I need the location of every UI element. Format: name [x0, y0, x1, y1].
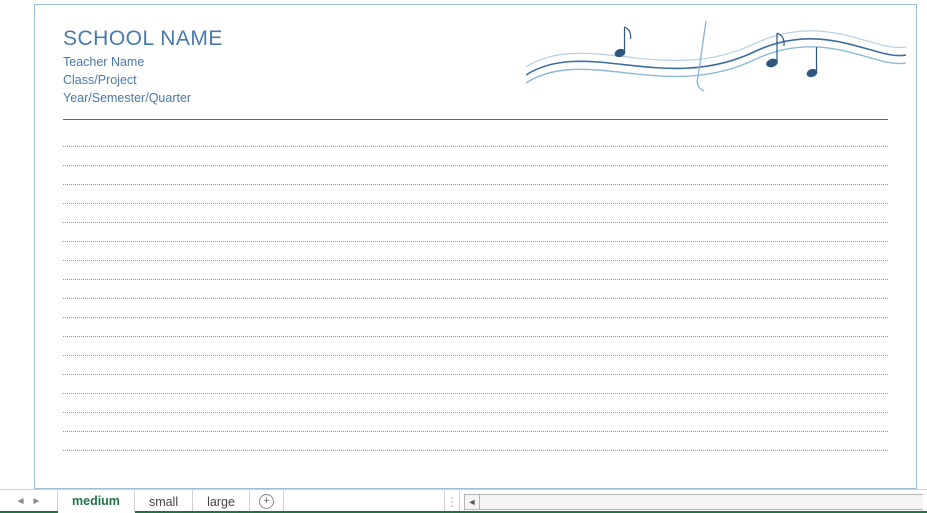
sheet-tab-small[interactable]: small [135, 490, 193, 513]
writing-line [63, 412, 888, 413]
term[interactable]: Year/Semester/Quarter [63, 91, 888, 105]
writing-line [63, 298, 888, 299]
sheet-tab-label: medium [72, 494, 120, 508]
new-sheet-button[interactable]: + [250, 490, 284, 513]
tab-splitter-handle[interactable]: ⋮ [444, 490, 460, 513]
sheet-tab-label: small [149, 495, 178, 509]
sheet-tab-label: large [207, 495, 235, 509]
writing-line [63, 165, 888, 166]
horizontal-scrollbar[interactable]: ◄ [460, 490, 927, 513]
header-divider [63, 119, 888, 120]
class-project[interactable]: Class/Project [63, 73, 888, 87]
school-name[interactable]: SCHOOL NAME [63, 27, 888, 51]
writing-line [63, 241, 888, 242]
writing-line [63, 146, 888, 147]
writing-line [63, 317, 888, 318]
writing-line [63, 203, 888, 204]
writing-lines [63, 146, 888, 451]
scroll-left-button[interactable]: ◄ [464, 494, 480, 510]
tab-nav-buttons[interactable]: ◄ ► [0, 490, 58, 513]
writing-line [63, 222, 888, 223]
sheet-tabs: medium small large [58, 490, 250, 513]
writing-line [63, 184, 888, 185]
writing-line [63, 336, 888, 337]
sheet-tab-strip: ◄ ► medium small large + ⋮ ◄ [0, 489, 927, 513]
worksheet-area[interactable]: SCHOOL NAME Teacher Name Class/Project Y… [0, 0, 927, 489]
writing-line [63, 374, 888, 375]
plus-icon: + [259, 494, 274, 509]
writing-line [63, 393, 888, 394]
template-header: SCHOOL NAME Teacher Name Class/Project Y… [63, 27, 888, 120]
writing-line [63, 450, 888, 451]
workbook-window: SCHOOL NAME Teacher Name Class/Project Y… [0, 0, 927, 513]
page-frame: SCHOOL NAME Teacher Name Class/Project Y… [34, 4, 917, 489]
writing-line [63, 431, 888, 432]
sheet-tab-large[interactable]: large [193, 490, 250, 513]
sheet-tab-medium[interactable]: medium [58, 490, 135, 513]
writing-line [63, 260, 888, 261]
tab-nav-next-icon: ► [32, 496, 42, 507]
tab-spacer [284, 490, 444, 513]
teacher-name[interactable]: Teacher Name [63, 55, 888, 69]
writing-line [63, 279, 888, 280]
scroll-track[interactable] [480, 494, 923, 510]
tab-nav-prev-icon: ◄ [16, 496, 26, 507]
writing-line [63, 355, 888, 356]
